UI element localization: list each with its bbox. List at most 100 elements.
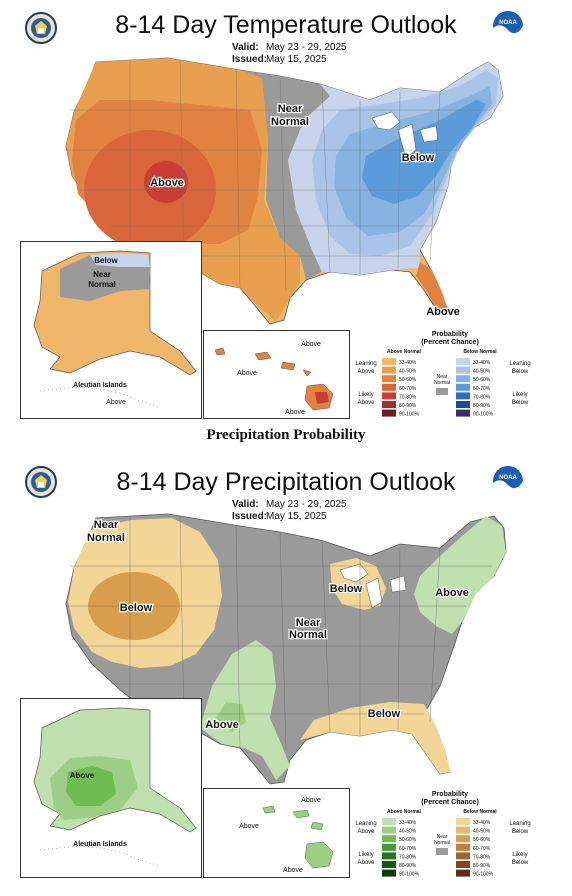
valid-value: May 23 - 29, 2025 (266, 42, 347, 53)
precip-above-swatch-70 (382, 852, 396, 860)
precip-below-swatch-50 (456, 835, 470, 843)
svg-text:Below: Below (512, 860, 529, 866)
valid-value: May 23 - 29, 2025 (266, 499, 347, 510)
precipitation-outlook-panel: 8-14 Day Precipitation Outlook NOAA Vali… (0, 456, 572, 896)
hawaii-above-3: Above (283, 867, 303, 874)
label-above-florida: Above (426, 306, 460, 318)
temp-below-swatch-80 (456, 401, 470, 408)
svg-text:Leaning: Leaning (509, 361, 530, 367)
svg-text:Likely: Likely (512, 392, 527, 398)
legend-below-swatches: 33-40% 40-50% 50-60% 60-70% 70-80% 80-90% 90-1… (456, 818, 494, 878)
alaska-label-near1: Near (93, 270, 111, 279)
legend-below-swatches: 33-40% 40-50% 50-60% 60-70% 70-80% 80-90% 90-1… (456, 358, 494, 418)
temp-above-range-70: 70-80% (399, 394, 417, 400)
section-heading: Precipitation Probability (206, 427, 366, 443)
precip-above-range-70: 70-80% (399, 854, 417, 860)
label-near-center-1: Near (296, 617, 321, 629)
svg-text:Near: Near (437, 834, 448, 840)
svg-text:Above Normal: Above Normal (387, 349, 422, 355)
temp-above-swatch-50 (382, 375, 396, 383)
temp-above-swatch-70 (382, 392, 396, 400)
precip-below-swatch-70 (456, 852, 470, 860)
precipitation-map-labels: Near Normal Below Below Above Near Norma… (86, 518, 470, 733)
temp-above-range-33: 33-40% (399, 360, 417, 366)
precip-above-swatch-80 (382, 861, 396, 868)
label-above-sw: Above (150, 177, 184, 189)
alaska-label-below: Below (94, 256, 118, 265)
temperature-map-labels: Above Near Normal Below Above (149, 102, 461, 320)
precip-below-swatch-90 (456, 869, 470, 877)
precip-above-range-90: 90-100% (399, 872, 420, 878)
label-below-east: Below (402, 152, 435, 164)
precipitation-dates: Valid: May 23 - 29, 2025 Issued:May 15, 2… (232, 499, 347, 523)
temp-below-swatch-60 (456, 383, 470, 391)
above-70-region (144, 161, 188, 203)
temp-above-range-50: 50-60% (399, 377, 417, 383)
temp-above-swatch-40 (382, 366, 396, 374)
noaa-logo-icon: NOAA (493, 466, 524, 497)
temp-above-swatch-60 (382, 383, 396, 391)
precip-below-range-50: 50-60% (473, 837, 491, 843)
temperature-legend: Probability (Percent Chance) Above Norma… (355, 331, 530, 418)
alaska-label-above: Above (70, 771, 95, 780)
svg-text:Leaning: Leaning (509, 821, 530, 827)
temp-below-range-90: 90-100% (473, 412, 494, 418)
svg-text:Above: Above (357, 400, 375, 406)
precip-below-range-80: 80-90% (473, 863, 491, 869)
temperature-outlook-panel: 8-14 Day Temperature Outlook NOAA Valid:… (0, 0, 572, 422)
svg-text:Below: Below (512, 829, 529, 835)
precip-above-range-50: 50-60% (399, 837, 417, 843)
svg-text:Normal: Normal (434, 840, 450, 846)
temp-above-swatch-33 (382, 358, 396, 365)
southeast-below-region (300, 702, 450, 774)
precip-above-swatch-50 (382, 835, 396, 843)
svg-text:Above: Above (357, 829, 375, 835)
state-boundaries (66, 59, 490, 291)
temp-below-range-80: 80-90% (473, 403, 491, 409)
texas-above-region (200, 640, 290, 780)
temp-below-range-60: 60-70% (473, 386, 491, 392)
hawaii-above-2: Above (237, 370, 257, 377)
texas-above-40-region (216, 702, 246, 732)
svg-text:Likely: Likely (358, 392, 373, 398)
precip-above-range-80: 80-90% (399, 863, 417, 869)
label-near-nw-2: Normal (87, 532, 125, 544)
temperature-outlook-title: 8-14 Day Temperature Outlook (115, 11, 457, 39)
label-near-line2: Normal (271, 116, 309, 128)
temp-above-swatch-80 (382, 401, 396, 408)
label-above-texas: Above (205, 719, 239, 731)
temp-below-swatch-50 (456, 375, 470, 383)
temp-below-swatch-90 (456, 409, 470, 417)
precipitation-outlook-title: 8-14 Day Precipitation Outlook (116, 468, 456, 496)
label-above-northeast: Above (435, 587, 469, 599)
precip-above-range-60: 60-70% (399, 846, 417, 852)
label-below-great-lakes: Below (330, 583, 363, 595)
svg-text:Probability: Probability (432, 331, 468, 338)
svg-text:Above: Above (357, 369, 375, 375)
legend-near-normal-swatch (436, 848, 448, 855)
svg-text:Leaning: Leaning (355, 821, 376, 827)
alaska-inset: Below Near Normal Aleutian Islands Above (20, 241, 202, 419)
precipitation-legend: Probability (Percent Chance) Above Norma… (355, 791, 530, 878)
temp-below-range-70: 70-80% (473, 394, 491, 400)
label-near-nw-1: Near (94, 519, 119, 531)
svg-text:(Percent Chance): (Percent Chance) (421, 799, 479, 806)
temp-below-swatch-40 (456, 366, 470, 374)
alaska-label-near2: Normal (88, 280, 116, 289)
svg-text:(Percent Chance): (Percent Chance) (421, 339, 479, 346)
temp-above-range-60: 60-70% (399, 386, 417, 392)
legend-above-swatches: 33-40% 40-50% 50-60% 60-70% 70-80% 80-90% 90-1… (382, 818, 420, 878)
temp-above-range-80: 80-90% (399, 403, 417, 409)
aleutian-label: Aleutian Islands (73, 841, 127, 848)
issued-value: May 15, 2025 (266, 54, 327, 65)
svg-text:Above: Above (357, 860, 375, 866)
issued-label: Issued: (232, 54, 268, 65)
hawaii-above-1: Above (301, 341, 321, 348)
temp-below-range-50: 50-60% (473, 377, 491, 383)
svg-text:Below: Below (512, 369, 529, 375)
precip-below-swatch-60 (456, 843, 470, 851)
svg-text:NOAA: NOAA (499, 20, 517, 26)
below-60-region (362, 100, 486, 204)
label-below-west: Below (120, 602, 153, 614)
commerce-seal-icon (25, 12, 57, 44)
